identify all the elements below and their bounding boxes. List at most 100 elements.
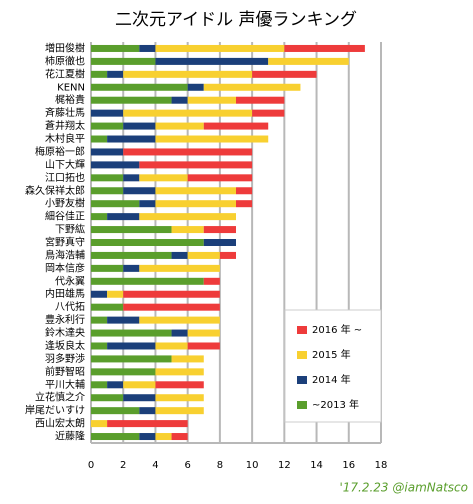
bar-segment (155, 433, 172, 441)
y-tick-label: 代永翼 (55, 274, 85, 287)
y-tick-label: 蒼井翔太 (45, 119, 85, 132)
y-tick-label: 斉藤壮馬 (45, 106, 85, 119)
bar-segment (91, 394, 124, 402)
bar-segment (91, 433, 140, 441)
bar-segment (171, 251, 188, 259)
bar-segment (91, 70, 108, 78)
bar-segment (187, 174, 253, 182)
y-tick-label: 豊永利行 (45, 313, 85, 326)
chart-title: 二次元アイドル 声優ランキング (115, 10, 357, 30)
bar-segment (203, 122, 269, 130)
y-tick-label: KENN (57, 82, 85, 93)
bar-segment (171, 355, 204, 363)
y-tick-label: 増田俊樹 (45, 41, 85, 54)
bar-segment (268, 57, 349, 65)
legend-swatch (297, 376, 307, 384)
bar-segment (155, 394, 204, 402)
bar-segment (91, 200, 140, 208)
bar-segment (91, 109, 124, 117)
y-tick-label: 鈴木達央 (45, 326, 85, 339)
bar-segment (171, 329, 188, 337)
y-tick-label: 近藤隆 (55, 430, 85, 443)
bar-segment (91, 148, 124, 156)
bar-segment (155, 342, 188, 350)
bar-segment (155, 135, 269, 143)
y-tick-label: 鳥海浩輔 (45, 248, 85, 261)
bar-segment (91, 122, 124, 130)
bar-segment (139, 161, 253, 169)
bar-segment (91, 213, 108, 221)
bar-segment (123, 174, 140, 182)
bar-segment (171, 96, 188, 104)
legend-swatch (297, 401, 307, 409)
bar-segment (203, 277, 220, 285)
legend-label: 2014 年 (312, 373, 351, 386)
bar-segment (107, 381, 124, 389)
bar-segment (123, 303, 220, 311)
bar-segment (123, 290, 220, 298)
y-tick-label: 森久保祥太郎 (25, 184, 85, 197)
bar-segment (139, 264, 220, 272)
bar-segment (123, 122, 156, 130)
bar-segment (123, 70, 253, 78)
bar-segment (91, 187, 124, 195)
bar-segment (187, 251, 220, 259)
y-tick-label: 梶裕貴 (55, 93, 85, 106)
y-tick-label: 立花慎之介 (35, 391, 85, 404)
bar-segment (155, 200, 236, 208)
bar-segment (91, 161, 140, 169)
bar-segment (139, 407, 156, 415)
bar-segment (91, 316, 108, 324)
bar-segment (236, 96, 285, 104)
bar-segment (123, 264, 140, 272)
x-tick-label: 4 (152, 460, 158, 471)
x-tick-label: 2 (120, 460, 126, 471)
legend-swatch (297, 326, 307, 334)
bar-segment (171, 433, 188, 441)
y-tick-label: 細谷佳正 (45, 210, 85, 223)
bar-segment (219, 251, 236, 259)
legend-label: 2015 年 (312, 348, 351, 361)
bar-segment (139, 433, 156, 441)
bar-segment (139, 174, 188, 182)
bar-segment (91, 226, 172, 234)
y-tick-label: 山下大輝 (45, 158, 85, 171)
bar-segment (123, 148, 253, 156)
y-tick-label: 小野友樹 (45, 197, 85, 210)
bar-segment (107, 213, 140, 221)
bar-segment (91, 239, 204, 246)
bar-segment (236, 187, 253, 195)
bar-segment (107, 342, 156, 350)
bar-segment (171, 226, 204, 234)
y-tick-label: 花江夏樹 (45, 67, 85, 80)
y-tick-label: 岸尾だいすけ (25, 405, 85, 417)
bar-segment (123, 187, 156, 195)
bar-segment (91, 303, 124, 311)
y-tick-label: 内田雄馬 (45, 287, 85, 300)
bar-segment (187, 342, 220, 350)
bar-segment (187, 329, 220, 337)
bar-segment (155, 44, 285, 52)
legend-swatch (297, 351, 307, 359)
y-tick-label: 羽多野渉 (45, 352, 85, 365)
y-tick-label: 逢坂良太 (45, 339, 85, 352)
bar-segment (123, 394, 156, 402)
bar-segment (123, 381, 156, 389)
bar-segment (91, 329, 172, 337)
y-tick-label: 宮野真守 (45, 236, 85, 249)
bar-segment (91, 277, 204, 285)
bar-segment (91, 342, 108, 350)
bar-segment (91, 368, 156, 376)
bar-segment (252, 70, 317, 78)
bar-segment (139, 316, 220, 324)
bar-segment (155, 381, 204, 389)
bar-segment (187, 83, 204, 91)
x-tick-label: 6 (184, 460, 190, 471)
bar-segment (91, 355, 172, 363)
bar-segment (155, 187, 236, 195)
bar-segment (91, 135, 108, 143)
y-tick-label: 木村良平 (45, 132, 85, 145)
y-tick-label: 梅原裕一郎 (35, 145, 85, 158)
bar-segment (252, 109, 285, 117)
